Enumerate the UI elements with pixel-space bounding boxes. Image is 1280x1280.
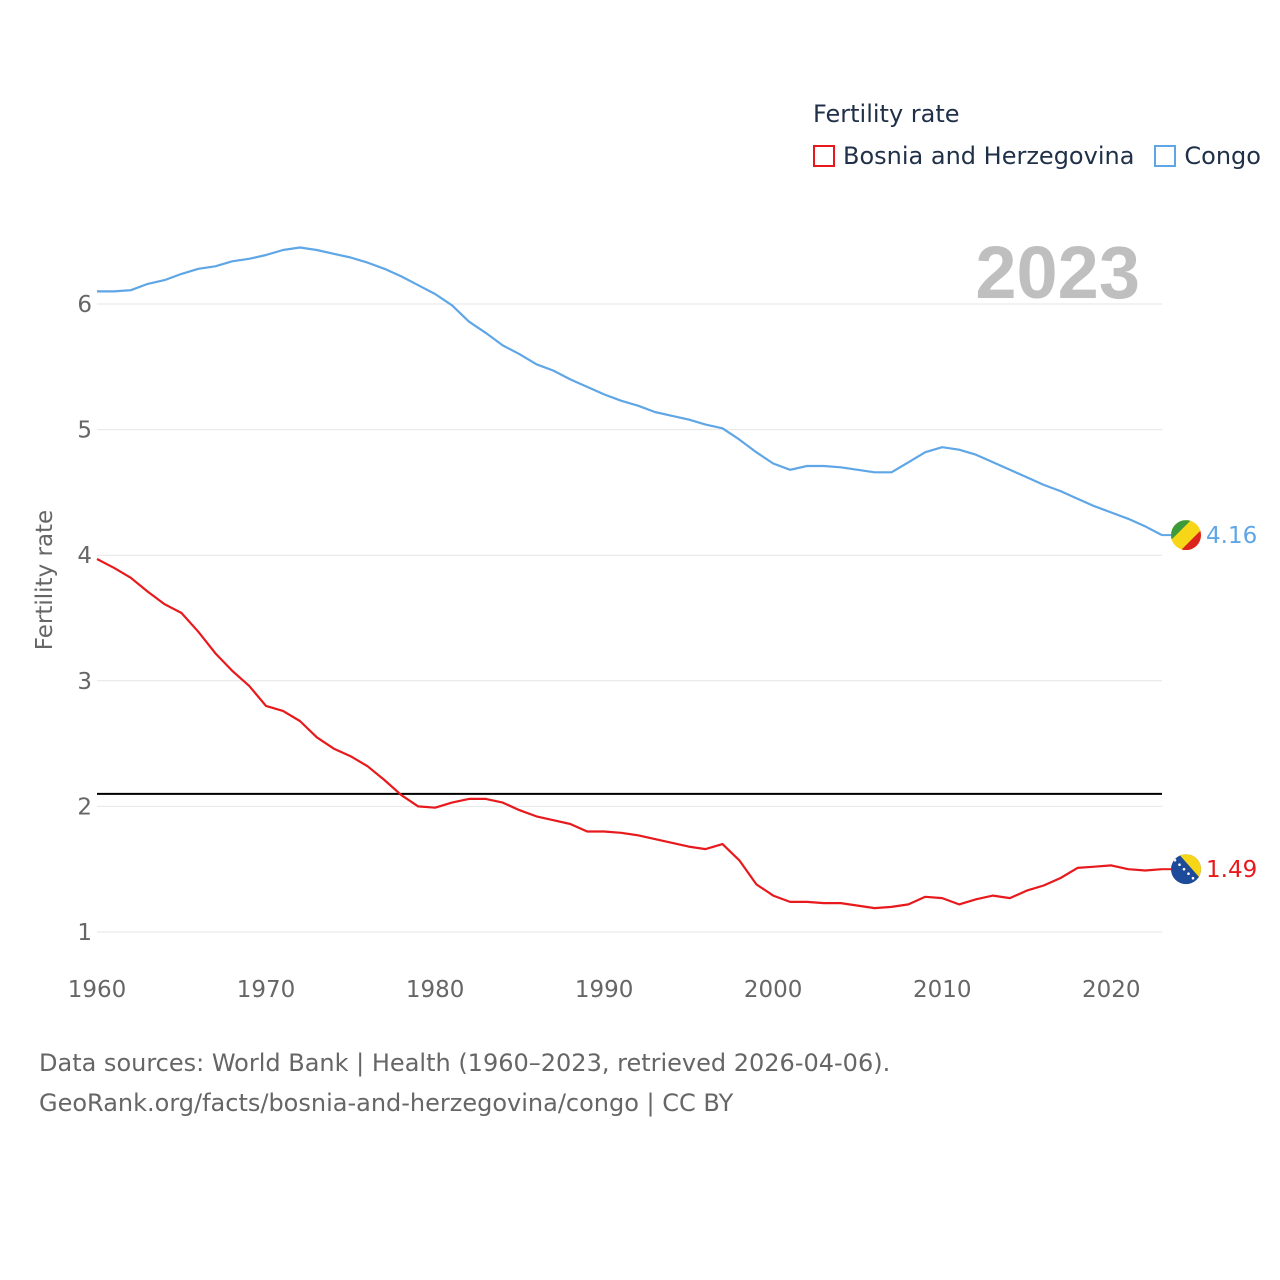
flag-star-bosnia: [1178, 863, 1181, 866]
x-axis-ticks: 1960 1970 1980 1990 2000 2010 2020: [68, 977, 1141, 1003]
x-tick-label-1970: 1970: [237, 977, 296, 1003]
grid-lines: [97, 303, 1162, 933]
data-sources-text: Data sources: World Bank | Health (1960–…: [39, 1049, 891, 1077]
legend-item-congo[interactable]: Congo: [1154, 142, 1261, 170]
source-url-text[interactable]: GeoRank.org/facts/bosnia-and-herzegovina…: [39, 1089, 734, 1117]
y-tick-label-3: 3: [77, 669, 92, 695]
x-tick-label-2010: 2010: [913, 977, 972, 1003]
flag-body-bosnia: [1171, 854, 1201, 885]
flag-red-congo: [1181, 530, 1201, 551]
flag-star-bosnia: [1182, 867, 1186, 871]
end-markers: 1.49 4.16: [1162, 520, 1257, 885]
flag-yellow-bosnia: [1179, 854, 1201, 880]
y-tick-label-4: 4: [77, 543, 92, 569]
legend-swatch-congo: [1154, 145, 1177, 167]
y-axis-label: Fertility rate: [32, 510, 58, 650]
series-line-bosnia: [96, 558, 1163, 910]
year-watermark: 2023: [975, 231, 1140, 314]
legend-item-bosnia[interactable]: Bosnia and Herzegovina: [813, 142, 1134, 170]
flag-green-congo: [1171, 520, 1191, 541]
legend-title: Fertility rate: [813, 100, 960, 128]
flag-marker-congo: [1171, 520, 1201, 551]
legend-label-congo: Congo: [1184, 142, 1261, 170]
x-tick-label-2000: 2000: [744, 977, 803, 1003]
flag-star-bosnia: [1191, 876, 1195, 880]
x-tick-label-1980: 1980: [406, 977, 465, 1003]
flag-star-bosnia: [1173, 858, 1177, 862]
series-lines: [96, 246, 1163, 910]
x-tick-label-2020: 2020: [1082, 977, 1141, 1003]
end-value-label-congo: 4.16: [1206, 523, 1257, 549]
y-tick-label-2: 2: [77, 794, 92, 820]
legend-label-bosnia: Bosnia and Herzegovina: [843, 142, 1135, 170]
flag-body-congo: [1171, 520, 1201, 551]
end-value-label-bosnia: 1.49: [1206, 857, 1257, 883]
legend-swatch-bosnia: [813, 145, 835, 167]
flag-marker-bosnia: [1171, 854, 1201, 885]
x-tick-label-1960: 1960: [68, 977, 127, 1003]
y-tick-label-1: 1: [77, 920, 92, 946]
legend: Bosnia and Herzegovina Congo: [813, 142, 1261, 170]
series-line-congo: [97, 246, 1163, 537]
y-tick-label-5: 5: [77, 418, 92, 444]
x-tick-label-1990: 1990: [575, 977, 634, 1003]
footer: Data sources: World Bank | Health (1960–…: [39, 1043, 890, 1123]
y-axis-ticks: 1 2 3 4 5 6: [77, 292, 92, 946]
flag-star-bosnia: [1187, 872, 1190, 875]
y-tick-label-6: 6: [77, 292, 92, 318]
